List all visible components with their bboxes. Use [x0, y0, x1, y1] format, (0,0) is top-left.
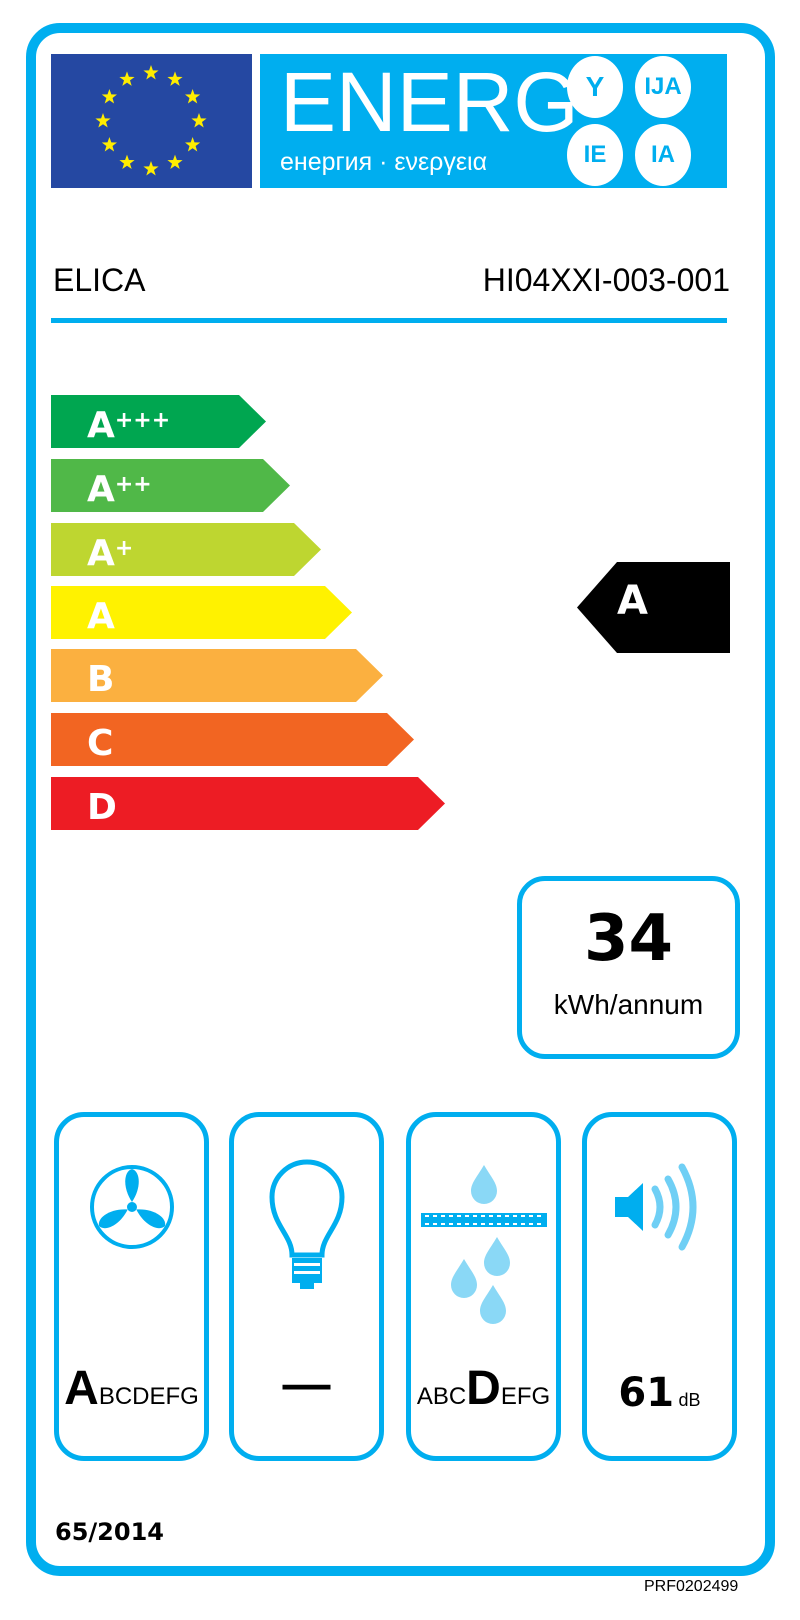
speaker-icon	[614, 1163, 696, 1251]
lang-suffix: Y	[567, 56, 623, 118]
other-classes: ABC	[416, 1383, 467, 1410]
consumption-value: 34	[583, 902, 674, 976]
consumption-unit: kWh/annum	[553, 989, 704, 1020]
star-icon	[167, 71, 183, 86]
energy-banner: ENERG енергия · ενεργεια Y IJA IE IA	[260, 54, 727, 188]
selected-class: A	[64, 1362, 99, 1415]
energy-class-label: A+++	[87, 405, 171, 446]
star-icon	[101, 89, 117, 104]
grease-filter-icon	[420, 1165, 547, 1324]
star-icon	[95, 113, 111, 128]
fan-icon	[89, 1165, 174, 1249]
consumption-box: 34 kWh/annum	[517, 876, 740, 1059]
star-icon	[143, 65, 159, 80]
fluid-dynamic-box: ABCDEFG	[54, 1112, 209, 1461]
rating-arrow: A	[577, 562, 730, 653]
rating-class: A	[617, 578, 648, 624]
lighting-class: —	[282, 1358, 331, 1411]
star-icon	[167, 154, 183, 169]
energy-class-bar: A+	[51, 523, 321, 576]
star-icon	[191, 113, 207, 128]
noise-box: 61 dB	[582, 1112, 737, 1461]
model-id: HI04XXI-003-001	[482, 262, 730, 298]
other-classes: BCDEFG	[98, 1383, 199, 1410]
brand-name: ELICA	[53, 262, 146, 298]
divider	[51, 318, 727, 323]
lang-suffix: IE	[567, 124, 623, 186]
energy-class-label: A++	[87, 469, 152, 510]
eu-flag-icon	[51, 54, 252, 188]
lighting-box: —	[229, 1112, 384, 1461]
energy-word: ENERG	[280, 55, 579, 149]
lang-suffix: IA	[635, 124, 691, 186]
star-icon	[185, 137, 201, 152]
noise-level: 61 dB	[587, 1370, 732, 1416]
energy-class-label: D	[87, 787, 117, 828]
noise-unit: dB	[678, 1390, 701, 1410]
star-icon	[119, 154, 135, 169]
label-frame	[26, 23, 775, 1576]
energy-class-bar: A	[51, 586, 352, 639]
star-icon	[185, 89, 201, 104]
other-classes: EFG	[500, 1383, 551, 1410]
star-icon	[143, 161, 159, 176]
energy-class-label: A	[87, 596, 115, 637]
star-icon	[101, 137, 117, 152]
grease-filter-class: ABCDEFG	[411, 1361, 556, 1416]
energy-class-bar: B	[51, 649, 383, 702]
selected-class: D	[466, 1362, 501, 1415]
star-icon	[119, 71, 135, 86]
energy-class-bar: A++	[51, 459, 290, 512]
regulation-number: 65/2014	[55, 1518, 164, 1546]
energy-class-bar: A+++	[51, 395, 266, 448]
fluid-dynamic-class: ABCDEFG	[59, 1361, 204, 1416]
noise-value: 61	[618, 1370, 675, 1416]
energy-class-label: A+	[87, 533, 134, 574]
energy-class-label: B	[87, 659, 115, 700]
energy-subtitle: енергия · ενεργεια	[280, 148, 488, 176]
light-bulb-icon	[268, 1159, 345, 1289]
energy-class-bar: D	[51, 777, 445, 830]
grease-filter-box: ABCDEFG	[406, 1112, 561, 1461]
energy-class-bar: C	[51, 713, 414, 766]
lang-suffix: IJA	[635, 56, 691, 118]
energy-class-label: C	[87, 723, 114, 764]
reference-code: PRF0202499	[644, 1578, 739, 1595]
